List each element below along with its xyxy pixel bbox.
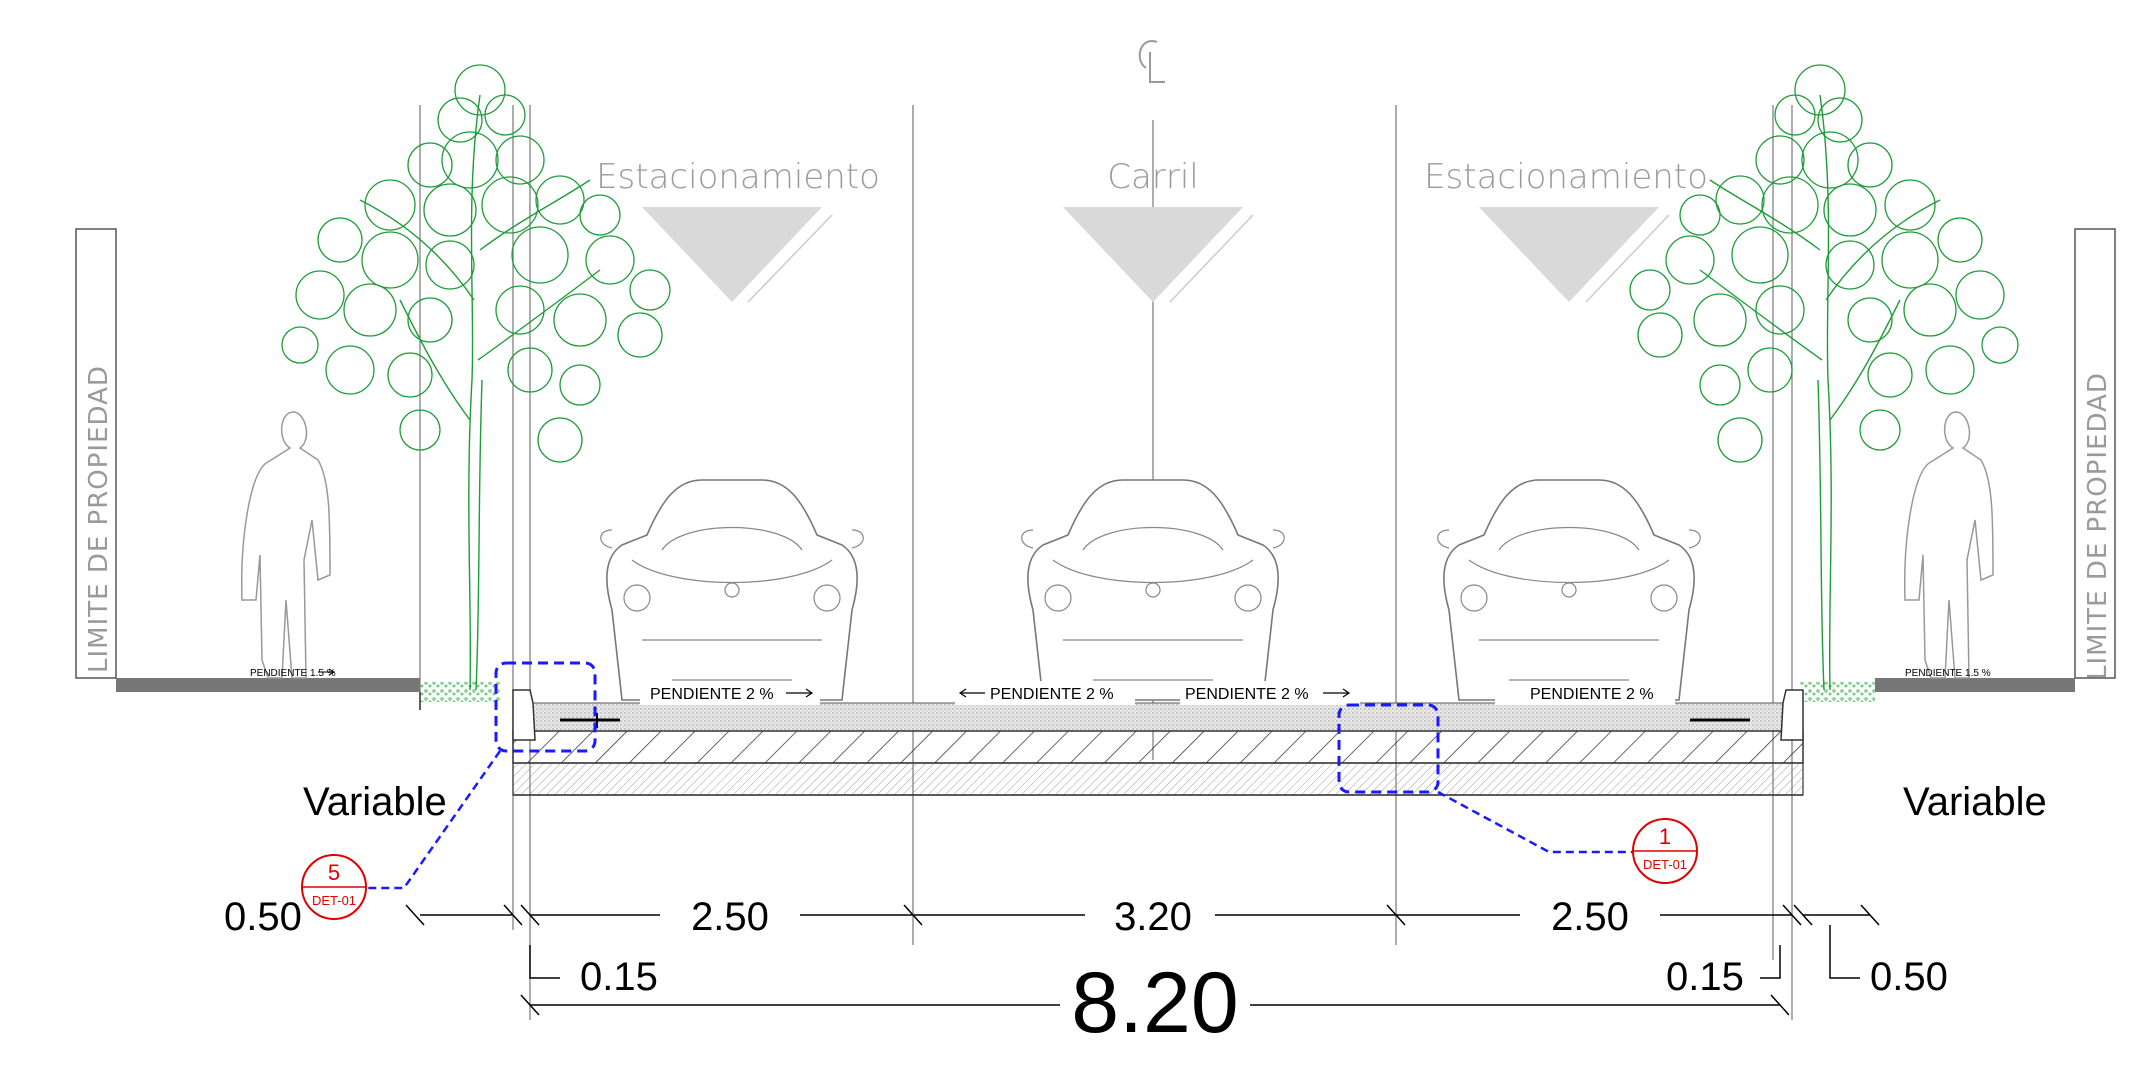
dim-sidewalk-left: 0.50 (224, 895, 302, 939)
sidewalk-left (116, 678, 500, 710)
zone-marker-right-parking (1479, 207, 1659, 302)
tree-left (281, 64, 671, 691)
person-right (1903, 411, 1994, 679)
property-limit-right: LIMITE DE PROPIEDAD (2074, 228, 2116, 680)
zone-label-left-parking: Estacionamiento (596, 157, 880, 197)
detail-callout-5-ref: DET-01 (312, 893, 356, 908)
variable-label-left: Variable (303, 780, 447, 824)
property-limit-label-left: LIMITE DE PROPIEDAD (84, 365, 114, 673)
centerline-symbol (1138, 40, 1165, 83)
zone-marker-lane (1063, 207, 1243, 302)
property-limit-left: LIMITE DE PROPIEDAD (75, 228, 117, 679)
zone-marker-left-parking (642, 207, 822, 302)
person-left (240, 411, 331, 679)
detail-callout-5[interactable]: 5 DET-01 (301, 854, 367, 920)
car-right (1437, 479, 1701, 701)
car-center (1021, 479, 1285, 701)
dim-total: 8.20 (1071, 955, 1238, 1051)
car-left (600, 479, 864, 701)
variable-label-right: Variable (1903, 780, 2047, 824)
slope-label-lane-right: PENDIENTE 2 % (1185, 686, 1309, 703)
slope-label-parking-left: PENDIENTE 2 % (650, 686, 774, 703)
zone-gridlines (419, 105, 1793, 1020)
zone-label-lane: Carril (1107, 157, 1198, 197)
detail-box-1 (1337, 703, 1634, 854)
pavement-structure (512, 702, 1804, 796)
detail-callout-1-ref: DET-01 (1643, 857, 1687, 872)
slope-label-parking-right: PENDIENTE 2 % (1530, 686, 1654, 703)
tree-right (1629, 64, 2019, 691)
property-limit-label-right: LIMITE DE PROPIEDAD (2083, 372, 2113, 680)
sidewalk-right (1800, 678, 2075, 702)
slope-label-sidewalk-right: PENDIENTE 1.5 % (1905, 668, 1991, 679)
zone-markers (642, 207, 1670, 303)
slope-label-lane-left: PENDIENTE 2 % (990, 686, 1114, 703)
dim-curb-right: 0.15 (1666, 955, 1744, 999)
curb-right (1690, 689, 1804, 741)
dim-lane: 3.20 (1114, 895, 1192, 939)
zone-label-right-parking: Estacionamiento (1424, 157, 1708, 197)
dimension-lines (405, 904, 1880, 1016)
slope-annotations: PENDIENTE 1.5 % PENDIENTE 1.5 % PENDIENT… (250, 668, 1991, 705)
detail-callout-5-number: 5 (328, 860, 340, 885)
detail-callout-1-number: 1 (1659, 824, 1671, 849)
dim-parking-left: 2.50 (691, 895, 769, 939)
curb-left (512, 689, 620, 741)
detail-callout-1[interactable]: 1 DET-01 (1632, 818, 1698, 884)
dim-curb-left: 0.15 (580, 955, 658, 999)
detail-box-5 (362, 661, 597, 890)
dim-parking-right: 2.50 (1551, 895, 1629, 939)
dim-sidewalk-right: 0.50 (1870, 955, 1948, 999)
slope-label-sidewalk-left: PENDIENTE 1.5 % (250, 668, 336, 679)
